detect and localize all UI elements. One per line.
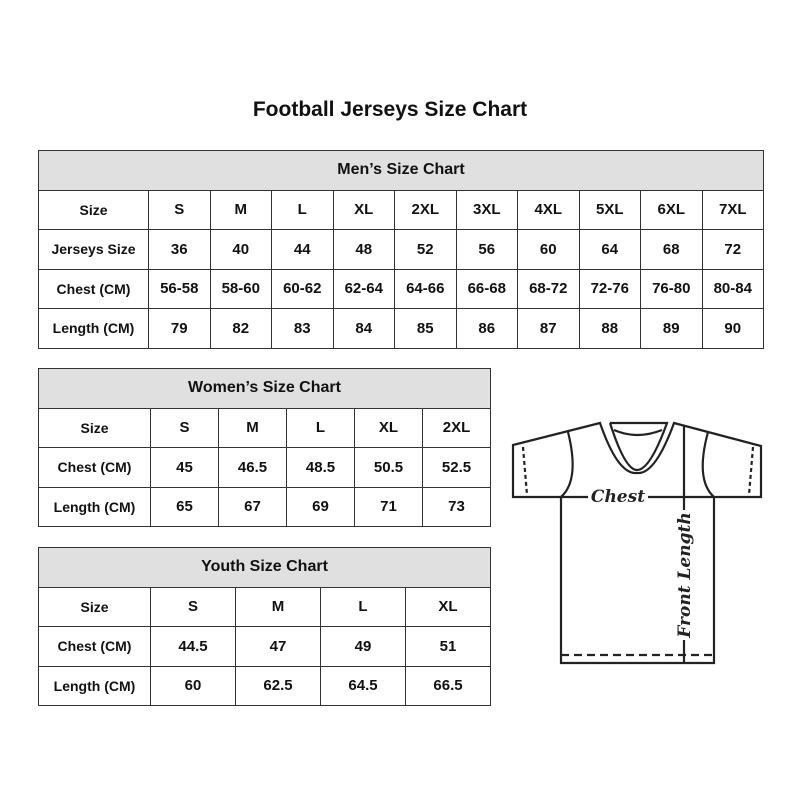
table-cell: 2XL (394, 189, 457, 230)
table-cell: 62-64 (332, 268, 395, 309)
page-title: Football Jerseys Size Chart (252, 98, 528, 121)
table-cell: 4XL (517, 189, 580, 230)
row-label: Jerseys Size (38, 229, 149, 270)
table-cell: 82 (209, 308, 272, 349)
table-cell: 68-72 (517, 268, 580, 309)
table-row: Size S M L XL 2XL 3XL 4XL 5XL 6XL 7XL (38, 189, 764, 230)
table-cell: 3XL (455, 189, 518, 230)
table-cell: 73 (422, 486, 491, 527)
table-cell: 64.5 (320, 665, 406, 706)
table-cell: 7XL (701, 189, 764, 230)
table-title: Women’s Size Chart (38, 368, 491, 409)
row-label: Length (CM) (38, 308, 149, 349)
table-cell: 47 (235, 626, 321, 667)
table-row: Length (CM) 79 82 83 84 85 86 87 88 89 90 (38, 308, 764, 349)
table-cell: XL (354, 407, 423, 448)
table-cell: XL (332, 189, 395, 230)
table-row: Jerseys Size 36 40 44 48 52 56 60 64 68 72 (38, 229, 764, 270)
table-row: Length (CM) 60 62.5 64.5 66.5 (38, 665, 491, 706)
table-cell: L (271, 189, 334, 230)
table-cell: 58-60 (209, 268, 272, 309)
table-cell: 51 (405, 626, 491, 667)
jersey-outline (511, 421, 763, 665)
table-cell: 62.5 (235, 665, 321, 706)
row-label: Size (38, 586, 151, 627)
table-cell: XL (405, 586, 491, 627)
table-cell: 89 (640, 308, 703, 349)
table-cell: M (235, 586, 321, 627)
table-cell: 49 (320, 626, 406, 667)
table-cell: 40 (209, 229, 272, 270)
womens-size-table: Women’s Size Chart Size S M L XL 2XL Chest (CM)… (38, 368, 491, 527)
table-cell: 60 (150, 665, 236, 706)
table-row: Chest (CM) 45 46.5 48.5 50.5 52.5 (38, 447, 491, 488)
table-row: Size S M L XL 2XL (38, 407, 491, 448)
jersey-diagram: Chest Front Length (511, 421, 763, 665)
row-label: Size (38, 407, 151, 448)
table-cell: 48 (332, 229, 395, 270)
table-cell: 48.5 (286, 447, 355, 488)
table-cell: 88 (578, 308, 641, 349)
row-label: Chest (CM) (38, 268, 149, 309)
table-cell: 44.5 (150, 626, 236, 667)
table-cell: 84 (332, 308, 395, 349)
table-cell: 67 (218, 486, 287, 527)
row-label: Length (CM) (38, 665, 151, 706)
table-cell: 2XL (422, 407, 491, 448)
table-cell: S (150, 586, 236, 627)
table-cell: 64-66 (394, 268, 457, 309)
table-cell: 68 (640, 229, 703, 270)
table-row: Size S M L XL (38, 586, 491, 627)
table-row: Length (CM) 65 67 69 71 73 (38, 486, 491, 527)
row-label: Chest (CM) (38, 626, 151, 667)
table-cell: 85 (394, 308, 457, 349)
table-cell: 44 (271, 229, 334, 270)
table-cell: 72-76 (578, 268, 641, 309)
table-cell: 56-58 (148, 268, 211, 309)
table-cell: 5XL (578, 189, 641, 230)
table-cell: 79 (148, 308, 211, 349)
table-cell: 6XL (640, 189, 703, 230)
table-cell: 66-68 (455, 268, 518, 309)
table-cell: 71 (354, 486, 423, 527)
table-cell: 66.5 (405, 665, 491, 706)
table-cell: 86 (455, 308, 518, 349)
table-cell: 56 (455, 229, 518, 270)
table-cell: 52.5 (422, 447, 491, 488)
table-cell: 60-62 (271, 268, 334, 309)
table-cell: S (148, 189, 211, 230)
table-cell: L (320, 586, 406, 627)
row-label: Length (CM) (38, 486, 151, 527)
table-title: Youth Size Chart (38, 547, 491, 588)
table-cell: 60 (517, 229, 580, 270)
table-title: Men’s Size Chart (38, 150, 764, 191)
mens-size-table: Men’s Size Chart Size S M L XL 2XL 3XL 4XL 5XL 6XL… (38, 150, 764, 349)
table-cell: S (150, 407, 219, 448)
table-row: Chest (CM) 44.5 47 49 51 (38, 626, 491, 667)
table-cell: 46.5 (218, 447, 287, 488)
row-label: Chest (CM) (38, 447, 151, 488)
table-cell: 36 (148, 229, 211, 270)
table-cell: 76-80 (640, 268, 703, 309)
table-cell: 83 (271, 308, 334, 349)
table-cell: 52 (394, 229, 457, 270)
table-cell: L (286, 407, 355, 448)
chest-label: Chest (591, 487, 645, 507)
table-cell: 69 (286, 486, 355, 527)
table-cell: 65 (150, 486, 219, 527)
table-cell: 87 (517, 308, 580, 349)
table-cell: 72 (701, 229, 764, 270)
table-cell: 50.5 (354, 447, 423, 488)
table-cell: M (209, 189, 272, 230)
table-cell: 64 (578, 229, 641, 270)
table-cell: 80-84 (701, 268, 764, 309)
table-cell: 45 (150, 447, 219, 488)
table-cell: 90 (701, 308, 764, 349)
youth-size-table: Youth Size Chart Size S M L XL Chest (CM) 44.5 4… (38, 547, 491, 706)
front-length-label: Front Length (675, 512, 695, 638)
table-row: Chest (CM) 56-58 58-60 60-62 62-64 64-66 66-68… (38, 268, 764, 309)
table-cell: M (218, 407, 287, 448)
row-label: Size (38, 189, 149, 230)
